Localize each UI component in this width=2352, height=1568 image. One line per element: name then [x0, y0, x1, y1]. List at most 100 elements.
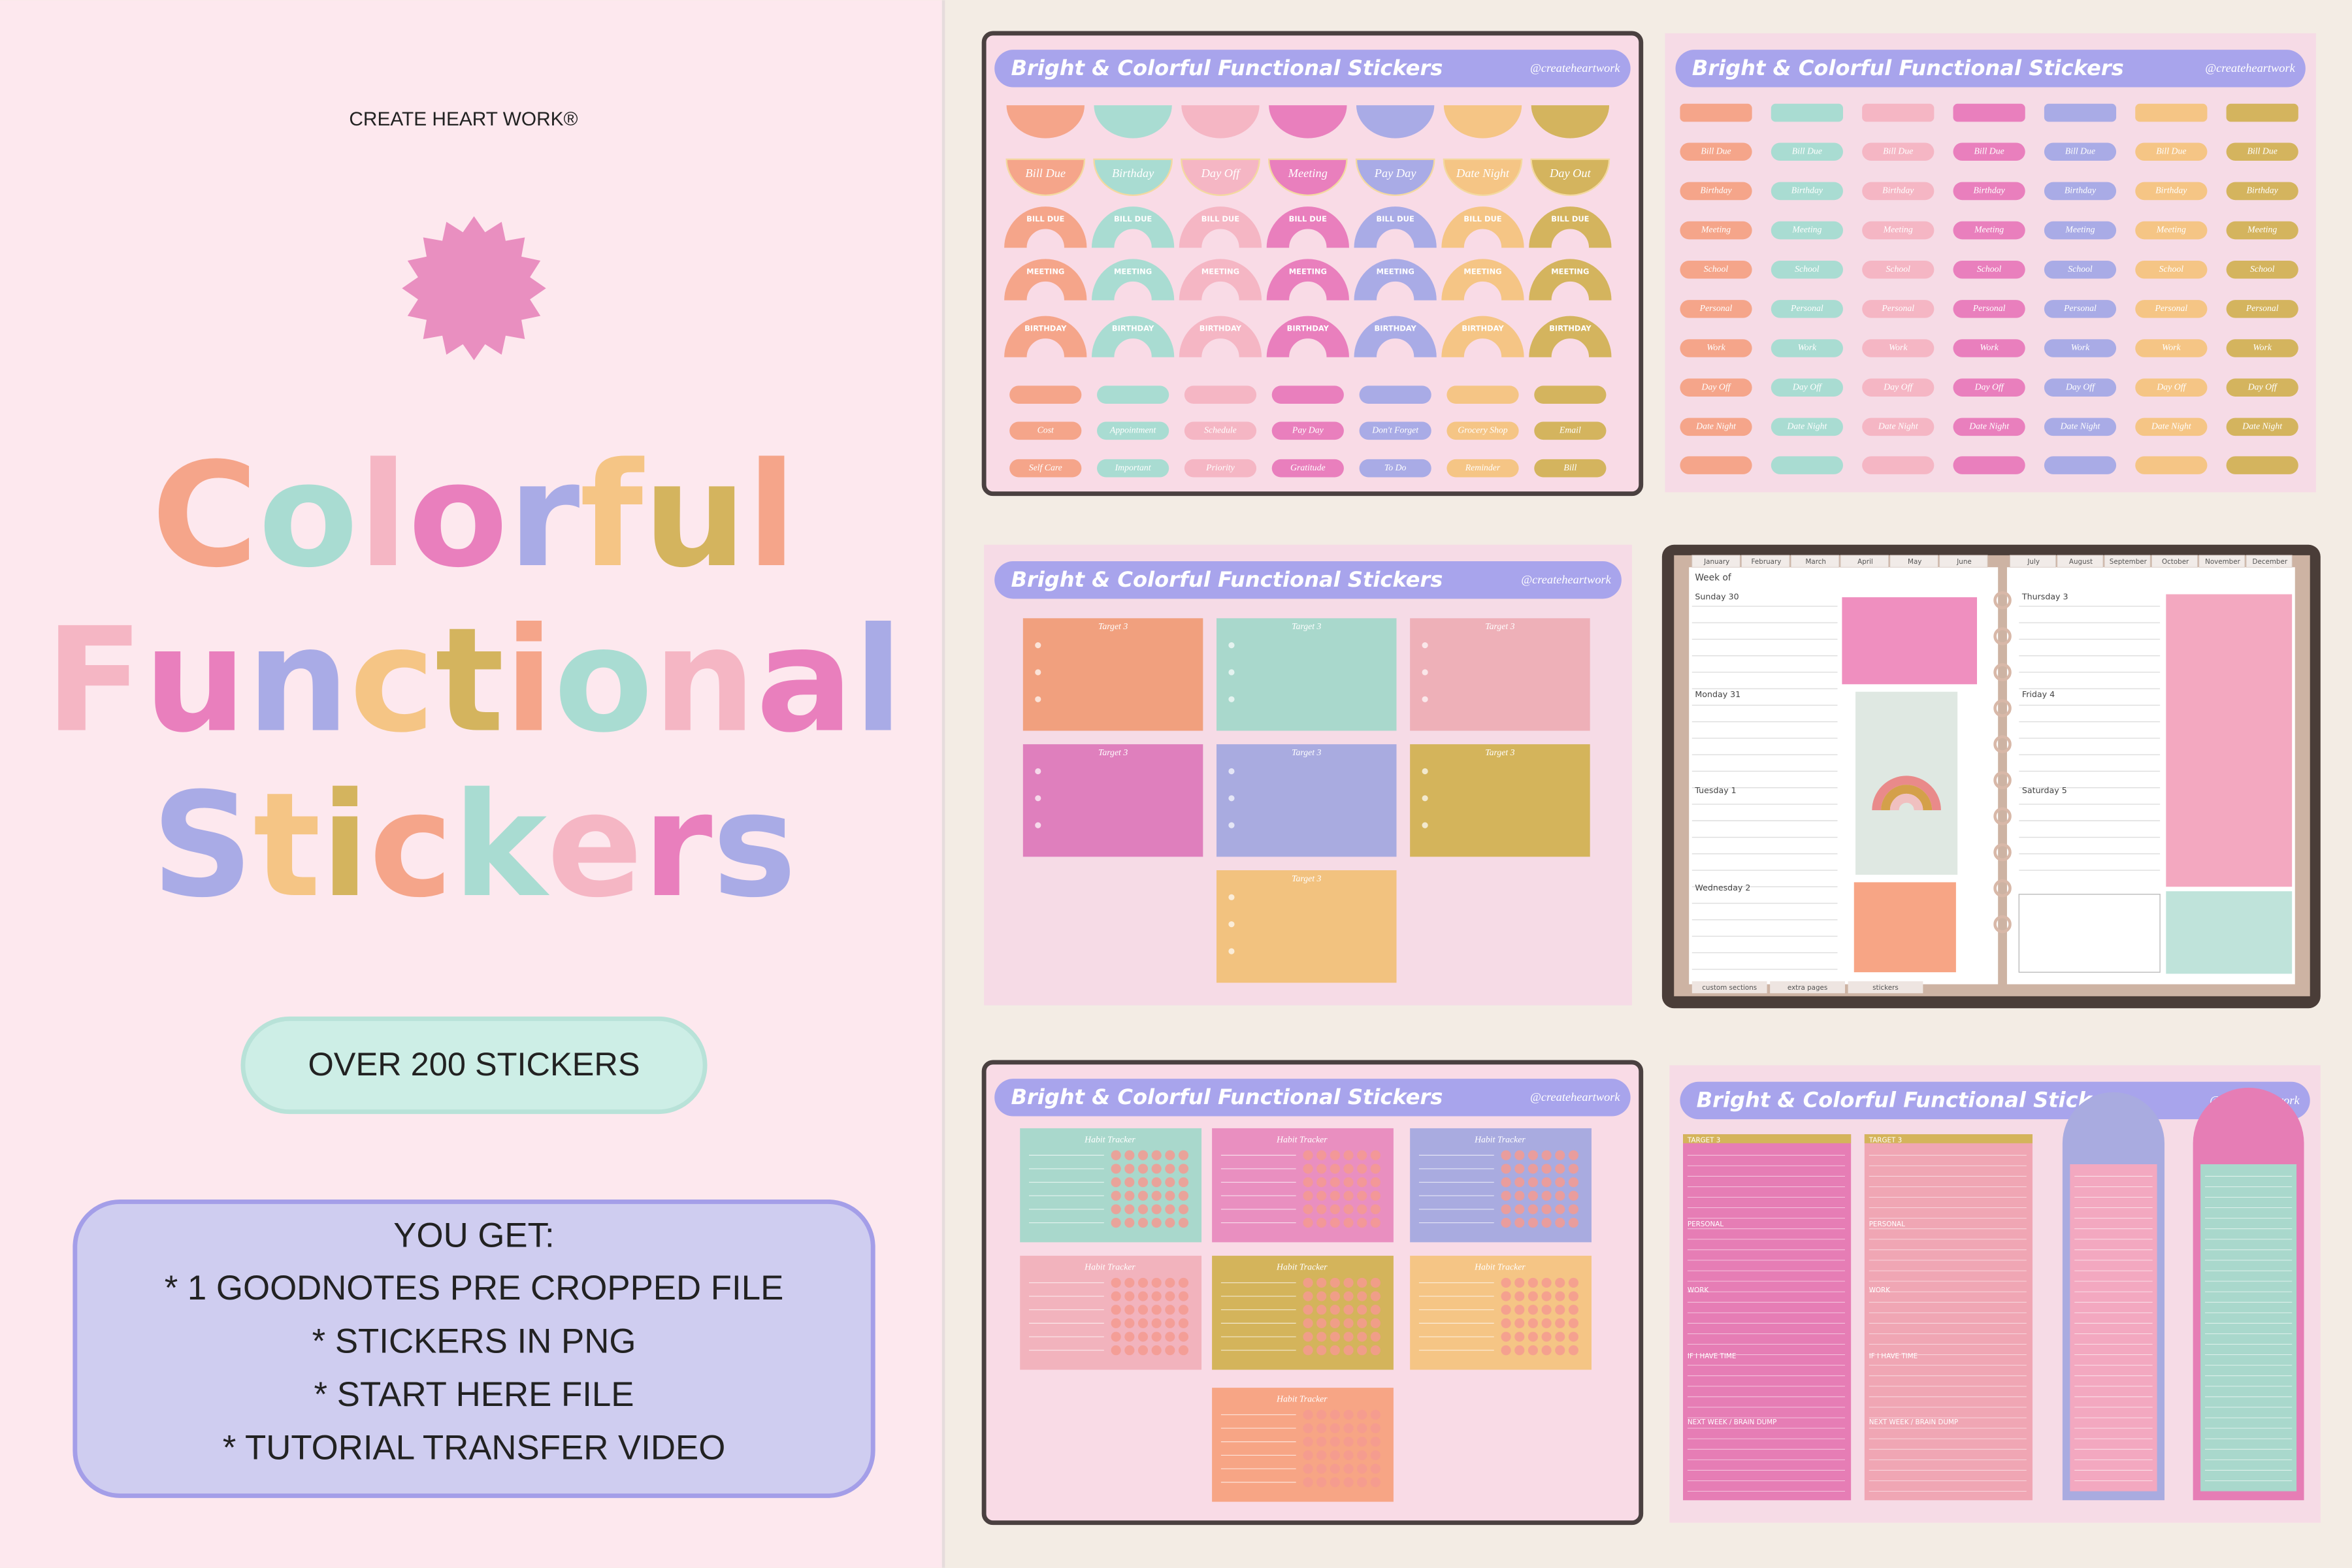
habit-dot: [1527, 1305, 1539, 1315]
month-label: June: [1956, 558, 1972, 566]
habit-dot: [1178, 1318, 1189, 1328]
sticker-pill: [2135, 378, 2208, 397]
sticker-pill: [1009, 421, 1082, 440]
sticker-pill: [1680, 456, 1752, 474]
habit-dot: [1555, 1150, 1565, 1160]
section-label: IF I HAVE TIME: [1688, 1352, 1736, 1360]
ring: [1993, 663, 2012, 681]
sticker-pill: [2135, 103, 2208, 122]
sticker-arch: [1354, 259, 1437, 301]
habit-dot: [1303, 1177, 1313, 1188]
bullet: [1228, 795, 1235, 802]
sticker-arch: [1354, 206, 1437, 249]
habit-dot: [1330, 1463, 1340, 1474]
sticker-pill: [2044, 260, 2117, 279]
sheet-handle: @createheartwork: [2205, 61, 2295, 74]
target-card: [1410, 618, 1590, 731]
sheet-header: [1675, 50, 2306, 88]
habit-dot: [1527, 1177, 1539, 1188]
sheet-title: Bright & Colorful Functional Stickers: [1692, 56, 2124, 80]
brand: CREATE HEART WORK®: [349, 108, 578, 130]
habit-dot: [1568, 1277, 1578, 1288]
sticker-pill: [1184, 421, 1257, 440]
month-tab: [2246, 555, 2293, 568]
sticker-label: Date Night: [1786, 421, 1827, 431]
habit-dot: [1514, 1204, 1525, 1215]
sticker-label: Day Off: [2156, 382, 2187, 391]
sticker-label: Bill: [1563, 463, 1576, 472]
sticker-label: BIRTHDAY: [1024, 324, 1067, 333]
sticker-bowl: [1355, 158, 1435, 196]
sticker-pill: [1953, 103, 2025, 122]
habit-dot: [1330, 1277, 1340, 1288]
habit-dot: [1527, 1331, 1539, 1342]
habit-dot: [1568, 1345, 1578, 1356]
sticker-label: Birthday: [2155, 186, 2187, 195]
habit-dot: [1343, 1277, 1354, 1288]
sticker-label: Meeting: [1883, 225, 1913, 235]
target-card: [1022, 618, 1203, 731]
sheet-handle: @createheartwork: [1530, 61, 1620, 74]
habit-dot: [1303, 1305, 1313, 1315]
sticker-bowl: [1356, 105, 1435, 139]
habit-dot: [1124, 1217, 1135, 1228]
sticker-label: Target 3: [1098, 621, 1128, 631]
day-label: Sunday 30: [1695, 592, 1739, 602]
habit-dot: [1514, 1331, 1525, 1342]
sticker-pill: [2226, 456, 2298, 474]
habit-dot: [1343, 1423, 1354, 1433]
habit-dot: [1178, 1164, 1189, 1174]
habit-dot: [1501, 1177, 1511, 1188]
habit-dot: [1303, 1437, 1313, 1447]
habit-dot: [1330, 1409, 1340, 1420]
habit-dot: [1357, 1477, 1367, 1488]
habit-dot: [1178, 1305, 1189, 1315]
sticker-pill: [1771, 300, 1843, 318]
bottom-tab-label: extra pages: [1788, 984, 1827, 992]
sticker-arch: [1529, 259, 1612, 301]
habit-dot: [1330, 1177, 1340, 1188]
month-tab: [2198, 555, 2246, 568]
habit-dot: [1343, 1164, 1354, 1174]
sticker-label: Work: [1889, 342, 1908, 352]
habit-dot: [1343, 1177, 1354, 1188]
ring: [1993, 735, 2012, 753]
sticker-sheet: Bright & Colorful Functional Stickers @cr…: [981, 31, 1644, 497]
focus-box: [2166, 594, 2293, 887]
sticker-pill: [2044, 417, 2117, 436]
habit-dot: [1151, 1150, 1162, 1160]
sticker-label: Bill Due: [1792, 146, 1822, 155]
habit-dot: [1151, 1318, 1162, 1328]
sheet-handle: @createheartwork: [1521, 573, 1611, 586]
bullet: [1035, 795, 1041, 802]
sticker-pill: [1862, 456, 1935, 474]
sticker-label: Meeting: [1974, 225, 2004, 235]
sheet-title: Bright & Colorful Functional Stickers: [1697, 1088, 2129, 1113]
habit-dot: [1527, 1345, 1539, 1356]
habit-dot: [1151, 1291, 1162, 1301]
habit-dot: [1568, 1204, 1578, 1215]
habit-dot: [1178, 1345, 1189, 1356]
sticker-label: Personal: [1881, 303, 1914, 313]
habit-dot: [1178, 1150, 1189, 1160]
sticker-label: School: [2068, 264, 2093, 274]
habit-dot: [1343, 1150, 1354, 1160]
sticker-label: Date Night: [1456, 167, 1510, 180]
habit-dot: [1137, 1190, 1149, 1201]
sticker-label: Personal: [1699, 303, 1733, 313]
habit-dot: [1316, 1204, 1327, 1215]
habit-box: [2166, 891, 2293, 974]
sticker-label: To Do: [1384, 463, 1407, 472]
sticker-label: Personal: [2246, 303, 2279, 313]
sticker-label: Personal: [1972, 303, 2006, 313]
sheet-header: [994, 50, 1631, 88]
habit-dot: [1111, 1318, 1121, 1328]
sticker-label: BIRTHDAY: [1374, 324, 1416, 333]
sticker-label: Habit Tracker: [1084, 1262, 1135, 1272]
habit-dot: [1111, 1204, 1121, 1215]
month-label: March: [1805, 558, 1825, 566]
sticker-pill: [2044, 339, 2117, 357]
sticker-pill: [1680, 142, 1752, 161]
target-card: [1022, 744, 1203, 857]
